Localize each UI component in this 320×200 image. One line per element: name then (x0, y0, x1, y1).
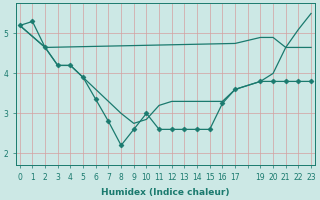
X-axis label: Humidex (Indice chaleur): Humidex (Indice chaleur) (101, 188, 230, 197)
